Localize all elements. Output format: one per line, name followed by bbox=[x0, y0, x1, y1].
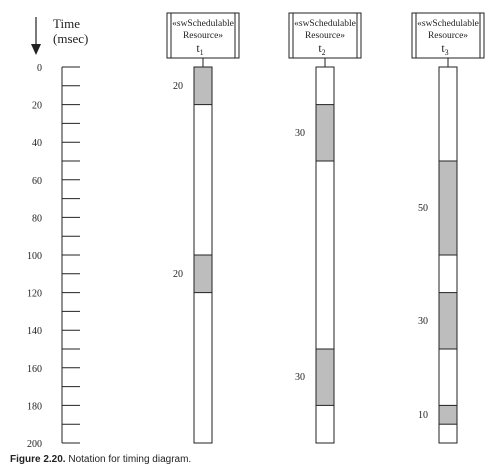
resource-header-box bbox=[166, 12, 240, 59]
time-tick-label: 40 bbox=[32, 138, 42, 149]
time-axis: 0 20 40 60 80 100 120 140 160 180 200 bbox=[27, 63, 80, 450]
resource-header-box bbox=[411, 12, 485, 59]
resource-stereotype: «swSchedulable bbox=[417, 19, 479, 29]
resource-stereotype: Resource» bbox=[428, 31, 468, 41]
resource-t2: «swSchedulable Resource»t2 30 30 bbox=[288, 12, 362, 444]
resource-header: «swSchedulable Resource»t1 bbox=[166, 12, 240, 59]
time-tick-label: 60 bbox=[32, 176, 42, 187]
segment-duration-label: 50 bbox=[418, 203, 428, 214]
resource-stereotype: Resource» bbox=[183, 31, 223, 41]
caption-text: Notation for timing diagram. bbox=[65, 454, 192, 465]
segment-duration-label: 20 bbox=[173, 269, 183, 280]
execution-segment bbox=[315, 348, 335, 406]
time-tick-label: 0 bbox=[37, 63, 42, 74]
resource-name: t2 bbox=[318, 41, 325, 57]
time-axis-label: Time bbox=[53, 16, 80, 31]
time-arrow-head bbox=[31, 44, 41, 55]
segment-duration-label: 30 bbox=[295, 128, 305, 139]
segment-duration-label: 30 bbox=[418, 316, 428, 327]
segment-duration-label: 20 bbox=[173, 81, 183, 92]
execution-segment bbox=[315, 104, 335, 162]
resource-stereotype: Resource» bbox=[305, 31, 345, 41]
time-axis-header: Time (msec) bbox=[31, 16, 88, 55]
time-tick-label: 200 bbox=[27, 439, 42, 450]
resource-t1: «swSchedulable Resource»t1 20 20 bbox=[166, 12, 240, 444]
figure-caption: Figure 2.20. Notation for timing diagram… bbox=[10, 454, 191, 465]
segment-duration-label: 10 bbox=[418, 410, 428, 421]
time-tick-label: 120 bbox=[27, 289, 42, 300]
resource-name: t3 bbox=[441, 41, 448, 57]
time-tick-label: 180 bbox=[27, 401, 42, 412]
figure-label: Figure 2.20. bbox=[10, 454, 66, 465]
execution-segment bbox=[438, 292, 458, 350]
resources: «swSchedulableResource»t12020«swSchedula… bbox=[166, 12, 485, 444]
execution-segment bbox=[438, 160, 458, 256]
resource-stereotype: «swSchedulable bbox=[294, 19, 356, 29]
time-tick-label: 160 bbox=[27, 364, 42, 375]
resource-stereotype: «swSchedulable bbox=[172, 19, 234, 29]
resource-header-box bbox=[288, 12, 362, 59]
resource-header: «swSchedulable Resource»t2 bbox=[288, 12, 362, 59]
execution-segment bbox=[193, 66, 213, 106]
time-tick-label: 140 bbox=[27, 326, 42, 337]
time-tick-label: 80 bbox=[32, 213, 42, 224]
execution-segment bbox=[193, 254, 213, 294]
time-tick-label: 20 bbox=[32, 101, 42, 112]
resource-name: t1 bbox=[196, 41, 203, 57]
time-tick-label: 100 bbox=[27, 251, 42, 262]
resource-header: «swSchedulable Resource»t3 bbox=[411, 12, 485, 59]
resource-name-subscript: 3 bbox=[445, 48, 449, 57]
segment-duration-label: 30 bbox=[295, 372, 305, 383]
resource-t3: «swSchedulable Resource»t3 50 30 10 bbox=[411, 12, 485, 444]
time-axis-unit: (msec) bbox=[53, 31, 88, 46]
resource-name-subscript: 1 bbox=[200, 48, 204, 57]
resource-name-subscript: 2 bbox=[322, 48, 326, 57]
execution-segment bbox=[438, 404, 458, 425]
